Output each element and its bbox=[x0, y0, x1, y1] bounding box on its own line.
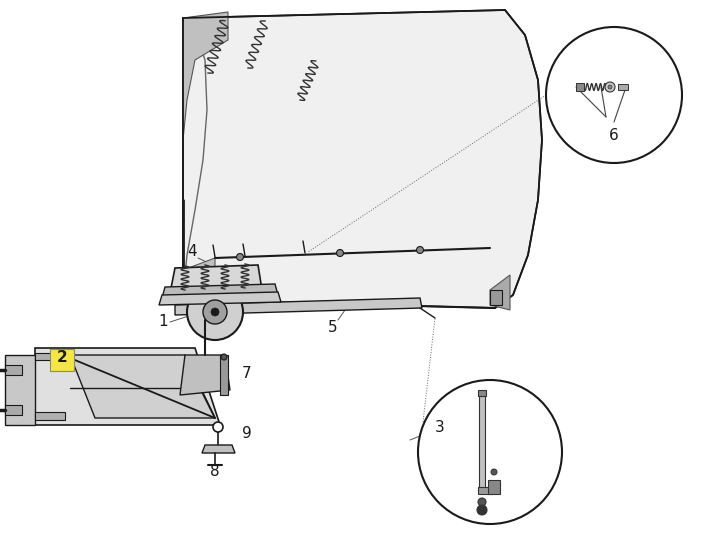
Text: 3: 3 bbox=[435, 420, 445, 435]
Circle shape bbox=[203, 300, 227, 324]
Circle shape bbox=[221, 354, 227, 360]
FancyBboxPatch shape bbox=[50, 349, 74, 371]
Polygon shape bbox=[478, 487, 492, 494]
Polygon shape bbox=[618, 84, 628, 90]
Text: 8: 8 bbox=[210, 465, 220, 479]
Text: 4: 4 bbox=[187, 244, 197, 259]
Circle shape bbox=[546, 27, 682, 163]
Circle shape bbox=[187, 284, 243, 340]
Polygon shape bbox=[202, 445, 235, 453]
Polygon shape bbox=[70, 355, 215, 418]
Circle shape bbox=[608, 85, 612, 89]
Circle shape bbox=[213, 422, 223, 432]
Text: 1: 1 bbox=[158, 315, 168, 330]
Polygon shape bbox=[35, 353, 65, 360]
Polygon shape bbox=[159, 292, 281, 305]
Polygon shape bbox=[576, 83, 584, 91]
Circle shape bbox=[211, 308, 219, 316]
Polygon shape bbox=[215, 288, 224, 300]
Polygon shape bbox=[183, 10, 542, 308]
Polygon shape bbox=[5, 405, 22, 415]
Circle shape bbox=[478, 498, 486, 506]
Polygon shape bbox=[183, 12, 228, 140]
Circle shape bbox=[491, 469, 497, 475]
Text: 5: 5 bbox=[328, 320, 337, 335]
Polygon shape bbox=[488, 480, 500, 494]
Polygon shape bbox=[5, 365, 22, 375]
Text: 7: 7 bbox=[242, 367, 252, 382]
Polygon shape bbox=[175, 298, 422, 315]
Polygon shape bbox=[180, 355, 230, 395]
Polygon shape bbox=[220, 355, 228, 395]
Circle shape bbox=[605, 82, 615, 92]
Polygon shape bbox=[490, 290, 502, 305]
Circle shape bbox=[418, 380, 562, 524]
Polygon shape bbox=[490, 275, 510, 310]
Polygon shape bbox=[35, 348, 220, 425]
Polygon shape bbox=[5, 355, 35, 425]
Circle shape bbox=[337, 249, 344, 257]
Text: 6: 6 bbox=[609, 128, 619, 143]
Circle shape bbox=[237, 253, 244, 260]
Polygon shape bbox=[479, 394, 485, 490]
Polygon shape bbox=[162, 284, 278, 298]
Polygon shape bbox=[170, 265, 262, 293]
Text: 9: 9 bbox=[242, 426, 252, 441]
Polygon shape bbox=[183, 258, 215, 290]
Polygon shape bbox=[478, 390, 486, 396]
Circle shape bbox=[417, 247, 424, 253]
Text: 2: 2 bbox=[56, 351, 67, 366]
Polygon shape bbox=[35, 412, 65, 420]
Circle shape bbox=[477, 505, 487, 515]
